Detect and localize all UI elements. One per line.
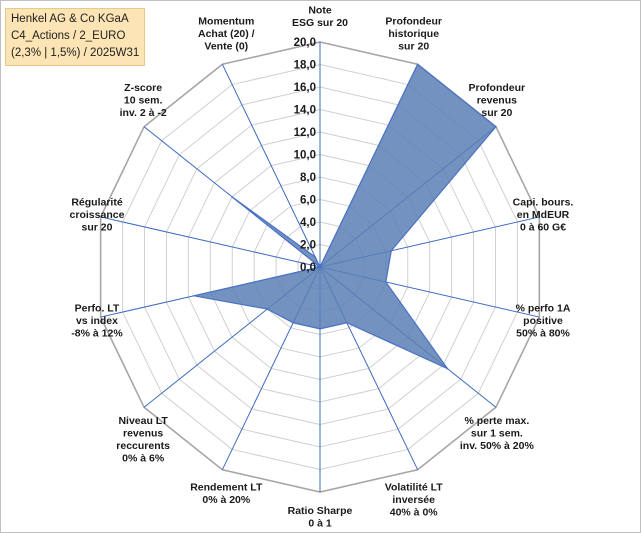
axis-label: Rendement LT 0% à 20% — [190, 481, 263, 506]
axis-label-line: Ratio Sharpe — [288, 505, 353, 517]
data-point — [346, 321, 348, 324]
tick-label: 12,0 — [294, 127, 316, 139]
axis-label-line: -8% à 12% — [71, 328, 123, 340]
axis-label-line: Perfo. LT — [75, 303, 120, 315]
data-point — [446, 367, 449, 370]
axis-label-line: Niveau LT — [118, 415, 168, 427]
data-point — [319, 266, 321, 268]
axis-spoke — [221, 64, 321, 268]
tick-label: 20,0 — [294, 37, 316, 49]
tick-label: 2,0 — [300, 240, 316, 252]
axis-label-line: 40% à 0% — [390, 506, 439, 518]
axis-label-line: 0 à 60 G€ — [520, 221, 566, 233]
axis-label-line: inversée — [392, 494, 435, 506]
data-point — [314, 256, 316, 258]
axis-label-line: inv. 2 à -2 — [120, 107, 167, 119]
axis-label-line: sur 20 — [398, 41, 429, 53]
axis-label-line: reccurents — [116, 440, 170, 452]
axis-label: Profondeur revenus sur 20 — [469, 82, 526, 119]
axis-label-line: 0 à 1 — [308, 518, 332, 530]
axis-label: % perfo 1A positive 50% à 80% — [516, 303, 571, 340]
axis-label-line: revenus — [123, 428, 163, 440]
axis-label-line: 50% à 80% — [516, 328, 570, 340]
axis-label-line: Note — [308, 5, 331, 17]
axis-label-line: 0% à 6% — [122, 453, 165, 465]
axis-label-line: revenus — [477, 94, 517, 106]
axis-label-line: inv. 50% à 20% — [460, 440, 535, 452]
tick-label: 14,0 — [294, 105, 316, 117]
tick-label: 6,0 — [300, 195, 316, 207]
axis-label: Volatilité LT inversée 40% à 0% — [385, 481, 444, 518]
info-box-category: C4_Actions / 2_EURO — [11, 30, 126, 42]
axis-label-line: sur 20 — [82, 221, 113, 233]
axis-label: Ratio Sharpe 0 à 1 — [288, 505, 353, 530]
tick-label: 0,0 — [300, 262, 316, 274]
axis-label-line: % perfo 1A — [516, 303, 571, 315]
tick-label: 18,0 — [294, 60, 316, 72]
data-point — [390, 249, 393, 252]
axis-label-line: Profondeur — [469, 82, 526, 94]
axis-label-line: Achat (20) / — [198, 28, 255, 40]
data-point — [495, 125, 497, 128]
data-point — [193, 294, 195, 297]
axis-label-line: Vente (0) — [204, 41, 248, 53]
axis-label: Note ESG sur 20 — [292, 5, 348, 30]
axis-label-line: 10 sem. — [124, 94, 163, 106]
tick-label: 8,0 — [300, 172, 316, 184]
axis-label: Perfo. LT vs index -8% à 12% — [71, 303, 123, 340]
axis-label-line: Volatilité LT — [385, 481, 444, 493]
info-box: Henkel AG & Co KGaA C4_Actions / 2_EURO … — [5, 8, 145, 66]
axis-label-line: Z-score — [124, 82, 162, 94]
data-series-area — [193, 63, 497, 371]
axis-label: Profondeur historique sur 20 — [385, 16, 442, 53]
tick-label: 4,0 — [300, 217, 316, 229]
axis-label: Capi. bours. en MdEUR 0 à 60 G€ — [513, 196, 574, 233]
data-point — [319, 328, 321, 330]
axis-label-line: sur 20 — [481, 107, 512, 119]
data-point — [416, 63, 419, 66]
axis-label-line: Momentum — [198, 16, 254, 28]
axis-label-line: historique — [388, 28, 439, 40]
tick-label: 10,0 — [294, 150, 316, 162]
axis-spoke — [100, 216, 321, 268]
info-box-period: (2,3% | 1,5%) / 2025W31 — [11, 47, 140, 59]
data-point — [385, 281, 387, 283]
axis-label-line: Profondeur — [385, 16, 442, 28]
axis-label-line: en MdEUR — [517, 209, 570, 221]
data-point — [266, 308, 269, 310]
axis-label: Régularité croissance sur 20 — [70, 196, 125, 233]
axis-label-line: 0% à 20% — [202, 494, 251, 506]
info-box-company: Henkel AG & Co KGaA — [11, 13, 129, 25]
axis-label-line: positive — [523, 315, 563, 327]
axis-label: Momentum Achat (20) / Vente (0) — [198, 16, 255, 53]
axis-label: % perte max. sur 1 sem. inv. 50% à 20% — [460, 415, 535, 452]
axis-label-line: Capi. bours. — [513, 196, 574, 208]
axis-label-line: % perte max. — [464, 415, 529, 427]
axis-label-line: croissance — [70, 209, 125, 221]
data-point — [292, 321, 294, 324]
axis-label-line: sur 1 sem. — [471, 428, 523, 440]
axis-label-line: Rendement LT — [190, 481, 263, 493]
axis-label-line: ESG sur 20 — [292, 17, 348, 29]
axis-label-line: vs index — [76, 315, 118, 327]
axis-label-line: Régularité — [71, 196, 123, 208]
data-point — [231, 196, 233, 198]
axis-label: Z-score 10 sem. inv. 2 à -2 — [120, 82, 167, 119]
axis-label: Niveau LT revenus reccurents 0% à 6% — [116, 415, 170, 465]
tick-label: 16,0 — [294, 82, 316, 94]
